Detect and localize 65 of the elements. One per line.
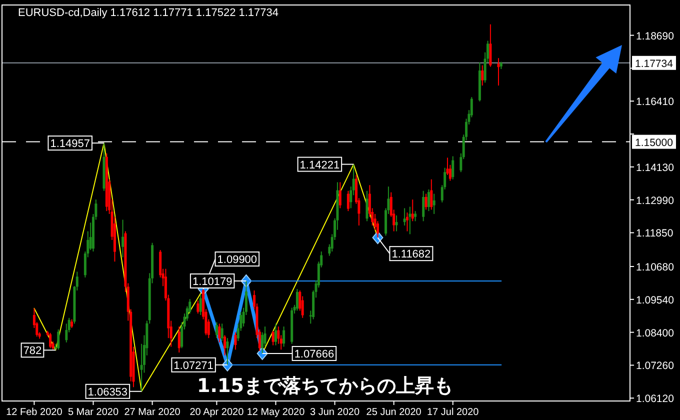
candlestick (199, 294, 202, 316)
y-tick-label: 1.11850 (636, 228, 674, 240)
candlestick (57, 328, 60, 350)
candlestick (224, 334, 226, 356)
candlestick (432, 193, 436, 214)
candlestick (296, 288, 298, 312)
annotation: 1.14957 (50, 138, 90, 150)
annotation: 1.14221 (300, 159, 340, 172)
candlestick (481, 64, 484, 86)
candlestick (414, 210, 417, 222)
candlestick (338, 182, 342, 209)
candlestick (226, 338, 229, 366)
annotation: 1.10179 (192, 276, 232, 288)
annotation: 1.07271 (174, 360, 214, 372)
candlestick (424, 193, 428, 210)
y-tick-label: 1.16410 (636, 96, 674, 108)
candlestick (196, 300, 200, 314)
annotation: 1.09900 (217, 254, 258, 266)
y-tick-label: 1.10680 (636, 262, 674, 274)
candlestick (406, 212, 408, 232)
candlestick (234, 332, 237, 350)
ref-line-label: 1.17734 (635, 58, 674, 70)
candlestick (215, 322, 218, 339)
chart-title: EURUSD-cd,Daily 1.17612 1.17771 1.17522 1.17734 (18, 7, 279, 19)
x-tick-label: 12 Feb 2020 (6, 407, 63, 418)
candlestick (430, 178, 433, 210)
candlestick (411, 199, 414, 222)
annotation: 1.07666 (294, 348, 334, 360)
candlestick (282, 326, 286, 348)
candlestick (220, 323, 224, 342)
y-tick-label: 1.06120 (636, 393, 674, 406)
annotation: 1.15まで落ちてからの上昇も (197, 375, 453, 397)
candlestick (49, 332, 52, 349)
x-tick-label: 5 Mar 2020 (68, 407, 119, 418)
candlestick (395, 214, 398, 232)
candlestick (422, 190, 425, 222)
candlestick (452, 156, 454, 180)
y-tick-label: 1.12990 (636, 194, 674, 207)
candlestick (497, 58, 500, 86)
candlestick (346, 190, 350, 212)
annotation: 1.11682 (392, 248, 431, 261)
candlestick (218, 323, 221, 343)
candlestick (366, 190, 368, 222)
candlestick (272, 330, 274, 346)
candlestick (427, 188, 430, 212)
candlestick (408, 206, 412, 235)
y-tick-label: 1.08400 (636, 327, 674, 340)
x-tick-label: 12 May 2020 (246, 407, 306, 418)
candlestick (274, 323, 277, 346)
y-tick-label: 1.07260 (636, 360, 674, 372)
candlestick (489, 24, 492, 68)
candlestick (403, 208, 406, 226)
y-tick-label: 1.09540 (636, 294, 674, 306)
x-tick-label: 27 Mar 2020 (124, 407, 181, 418)
x-tick-label: 3 Jun 2020 (310, 407, 360, 418)
y-tick-label: 1.14130 (636, 162, 674, 174)
ref-line-label: 1.15000 (635, 136, 674, 149)
annotation: 782 (23, 345, 42, 358)
x-tick-label: 20 Apr 2020 (190, 407, 244, 418)
x-tick-label: 17 Jul 2020 (427, 407, 480, 418)
annotation: 1.06353 (88, 386, 128, 398)
x-tick-label: 25 Jun 2020 (366, 407, 422, 418)
y-tick-label: 1.18690 (636, 30, 674, 42)
candlestick (122, 219, 124, 258)
candlestick (178, 326, 180, 354)
